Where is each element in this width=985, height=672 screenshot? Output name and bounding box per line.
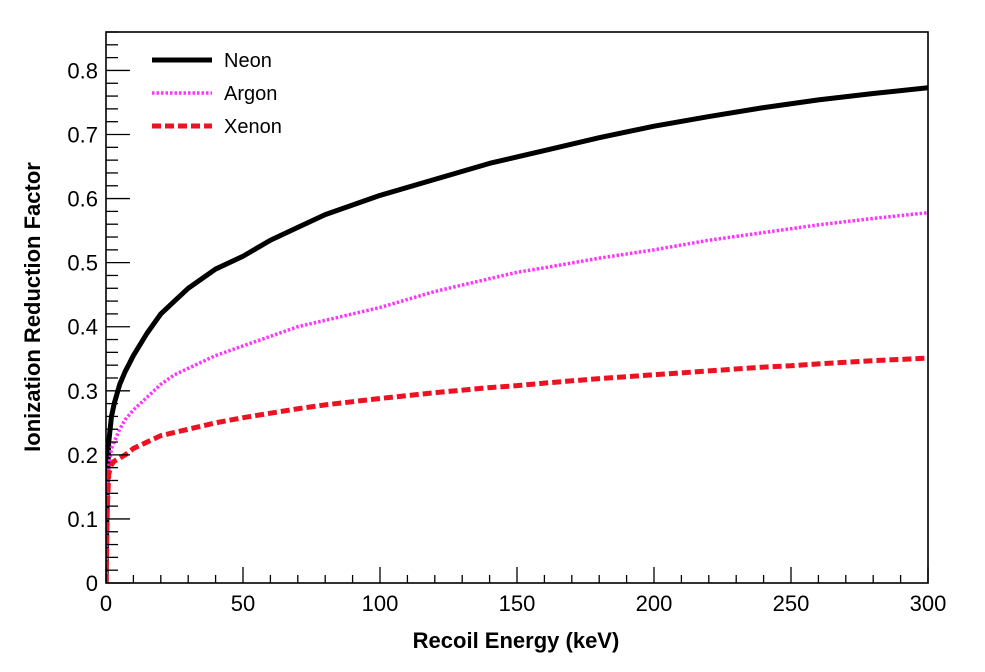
legend-label-xenon: Xenon: [224, 116, 282, 138]
y-tick-label: 0.8: [67, 58, 98, 83]
y-tick-label: 0.1: [67, 507, 98, 532]
y-tick-label: 0.6: [67, 187, 98, 212]
x-tick-label: 0: [100, 591, 112, 616]
series-line-argon: [106, 210, 928, 583]
x-tick-label: 300: [910, 591, 947, 616]
legend-label-argon: Argon: [224, 83, 277, 105]
x-tick-label: 100: [362, 591, 399, 616]
y-tick-label: 0.5: [67, 251, 98, 276]
y-axis-title: Ionization Reduction Factor: [20, 162, 45, 452]
x-tick-label: 50: [231, 591, 255, 616]
y-tick-label: 0.4: [67, 315, 98, 340]
legend: Neon Argon Xenon: [152, 50, 282, 138]
legend-label-neon: Neon: [224, 50, 272, 72]
x-tick-label: 150: [499, 591, 536, 616]
y-tick-label: 0: [86, 571, 98, 596]
y-tick-label: 0.7: [67, 123, 98, 148]
x-tick-label: 200: [636, 591, 673, 616]
x-axis-title: Recoil Energy (keV): [413, 628, 620, 653]
axis-ticks: 0 50 100 150 200 250 300 0 0.1 0.2 0.3 0.4 0.5 0.6 0.7…: [67, 31, 947, 616]
y-tick-label: 0.3: [67, 379, 98, 404]
series-line-xenon: [106, 355, 928, 583]
series-line-neon: [106, 85, 928, 583]
x-tick-label: 250: [773, 591, 810, 616]
plot-area: [106, 85, 928, 583]
y-tick-label: 0.2: [67, 443, 98, 468]
